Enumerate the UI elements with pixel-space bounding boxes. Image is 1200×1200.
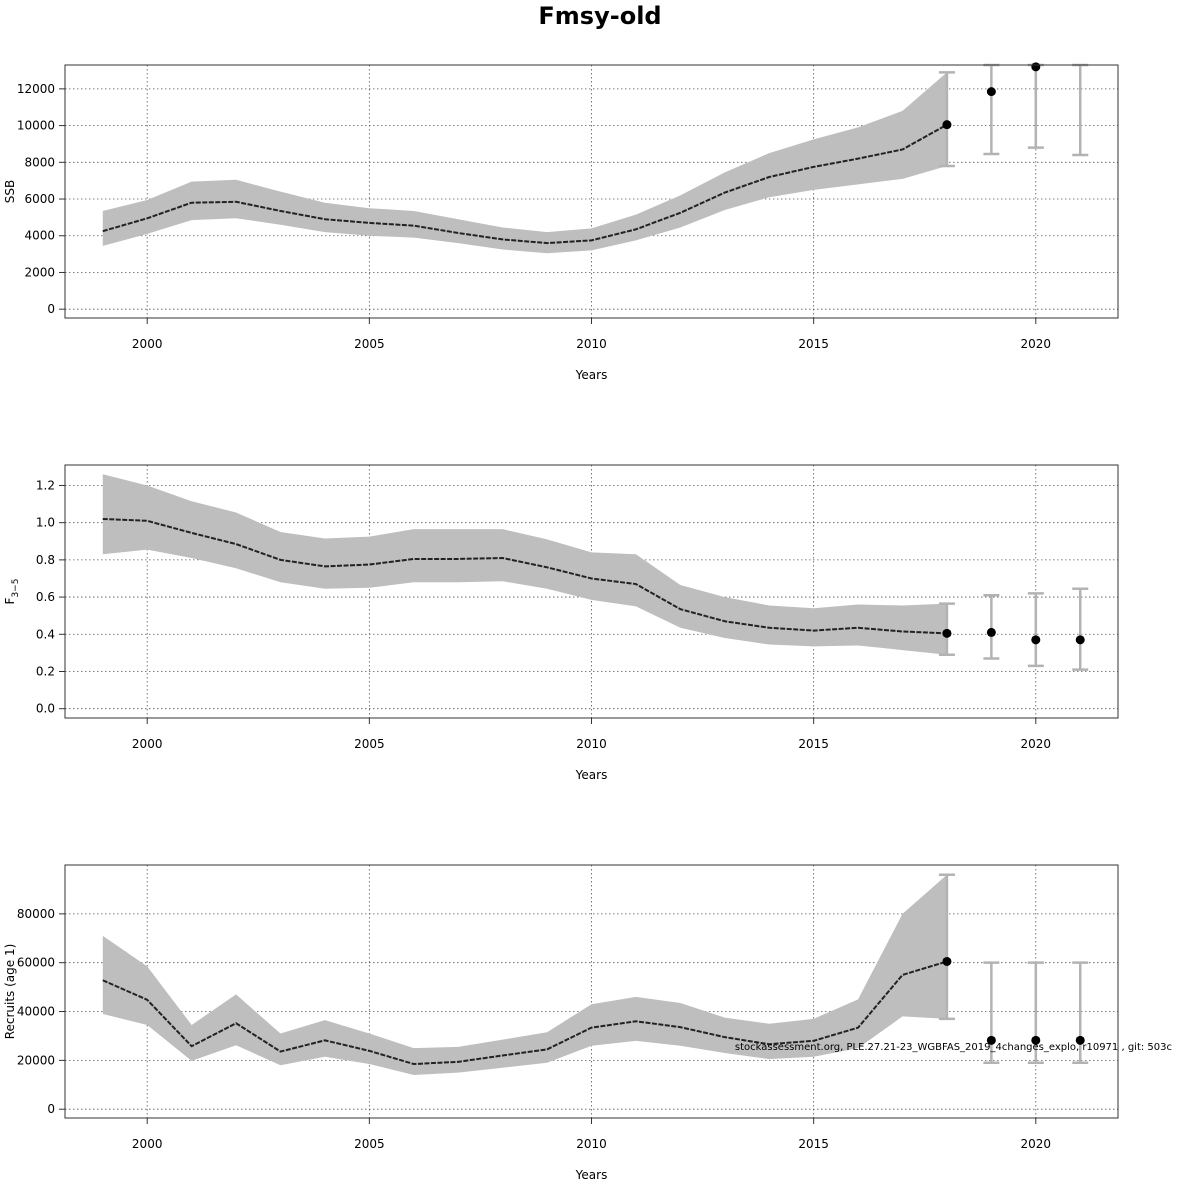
y-tick-label: 6000 — [24, 192, 55, 206]
forecast-point — [1031, 635, 1041, 645]
y-axis-title: Recruits (age 1) — [3, 944, 17, 1040]
x-tick-label: 2020 — [1021, 1137, 1052, 1151]
estimate-line — [102, 123, 948, 245]
y-tick-label: 0.0 — [36, 702, 55, 716]
x-axis-title: Years — [575, 768, 608, 782]
y-tick-label: 1.0 — [36, 516, 55, 530]
x-tick-label: 2010 — [576, 337, 607, 351]
y-tick-label: 40000 — [17, 1005, 55, 1019]
y-tick-label: 1.2 — [36, 478, 55, 492]
y-tick-label: 8000 — [24, 155, 55, 169]
x-axis-title: Years — [575, 1168, 608, 1182]
confidence-band — [102, 474, 947, 655]
panel-3: 2000 2005 2010 2015 2020 0 20000 40000 60000 8000… — [3, 864, 1119, 1182]
y-tick-label: 0.4 — [36, 627, 55, 641]
y-tick-label: 0.8 — [36, 553, 55, 567]
data-point — [942, 956, 952, 966]
x-tick-label: 2010 — [576, 737, 607, 751]
panel-1: 2000 2005 2010 2015 2020 0 2000 4000 6000 8000 100… — [3, 62, 1119, 382]
footer-note: stockassessment.org, PLE.27.21-23_WGBFAS… — [735, 1042, 1172, 1053]
forecast-point — [1031, 1035, 1041, 1045]
x-tick-label: 2020 — [1021, 737, 1052, 751]
estimate-line — [102, 517, 947, 635]
x-tick-label: 2010 — [576, 1137, 607, 1151]
x-tick-label: 2005 — [354, 1137, 385, 1151]
chart-title: Fmsy-old — [538, 2, 662, 30]
y-axis-title: SSB — [3, 180, 17, 203]
y-tick-label: 10000 — [17, 119, 55, 133]
confidence-band — [102, 874, 947, 1076]
x-tick-label: 2015 — [798, 737, 829, 751]
forecast-point — [986, 1035, 996, 1045]
estimate-line — [102, 960, 948, 1066]
forecast-point — [986, 627, 996, 637]
forecast-point — [1075, 635, 1085, 645]
data-point — [942, 628, 952, 638]
y-tick-label: 0 — [47, 302, 55, 316]
x-tick-label: 2005 — [354, 337, 385, 351]
x-tick-label: 2000 — [132, 737, 163, 751]
y-tick-label: 80000 — [17, 907, 55, 921]
y-tick-label: 2000 — [24, 265, 55, 279]
y-axis-title-subscript: 3−5 — [11, 579, 21, 598]
x-axis-title: Years — [575, 368, 608, 382]
y-axis-title: F3−5 — [3, 579, 21, 605]
y-tick-label: 12000 — [17, 82, 55, 96]
y-tick-label: 0.6 — [36, 590, 55, 604]
y-tick-label: 4000 — [24, 229, 55, 243]
plot-frame — [64, 864, 1119, 1119]
confidence-band — [102, 72, 947, 254]
panel-2: 2000 2005 2010 2015 2020 0.0 0.2 0.4 0.6 0.8 1.0 1.… — [3, 464, 1119, 782]
y-tick-label: 0.2 — [36, 664, 55, 678]
y-tick-label: 60000 — [17, 956, 55, 970]
x-tick-label: 2015 — [798, 1137, 829, 1151]
data-point — [942, 120, 952, 130]
x-tick-label: 2000 — [132, 1137, 163, 1151]
forecast-point — [986, 87, 996, 97]
x-tick-label: 2020 — [1021, 337, 1052, 351]
y-tick-label: 0 — [47, 1102, 55, 1116]
x-tick-label: 2000 — [132, 337, 163, 351]
forecast-point — [1031, 62, 1041, 72]
y-tick-label: 20000 — [17, 1053, 55, 1067]
x-tick-label: 2005 — [354, 737, 385, 751]
x-tick-label: 2015 — [798, 337, 829, 351]
forecast-point — [1075, 1035, 1085, 1045]
